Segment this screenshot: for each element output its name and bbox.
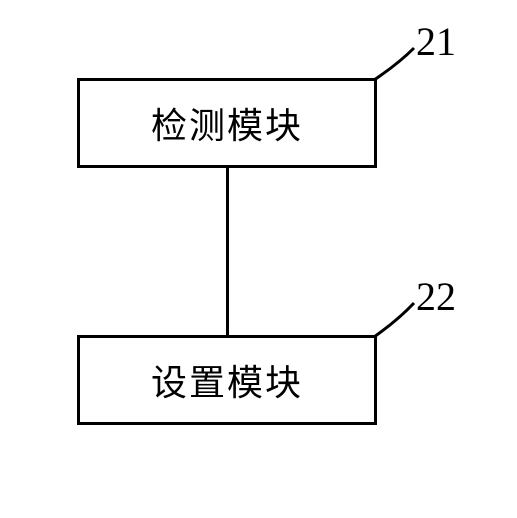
block-detection-module: 检测模块: [77, 78, 377, 168]
connector-line: [226, 168, 229, 335]
reference-label-2: 22: [416, 273, 456, 320]
reference-label-1: 21: [416, 18, 456, 65]
block-label: 检测模块: [151, 97, 303, 149]
block-label: 设置模块: [151, 354, 303, 406]
block-setting-module: 设置模块: [77, 335, 377, 425]
block-diagram: 检测模块 21 设置模块 22: [0, 0, 517, 518]
